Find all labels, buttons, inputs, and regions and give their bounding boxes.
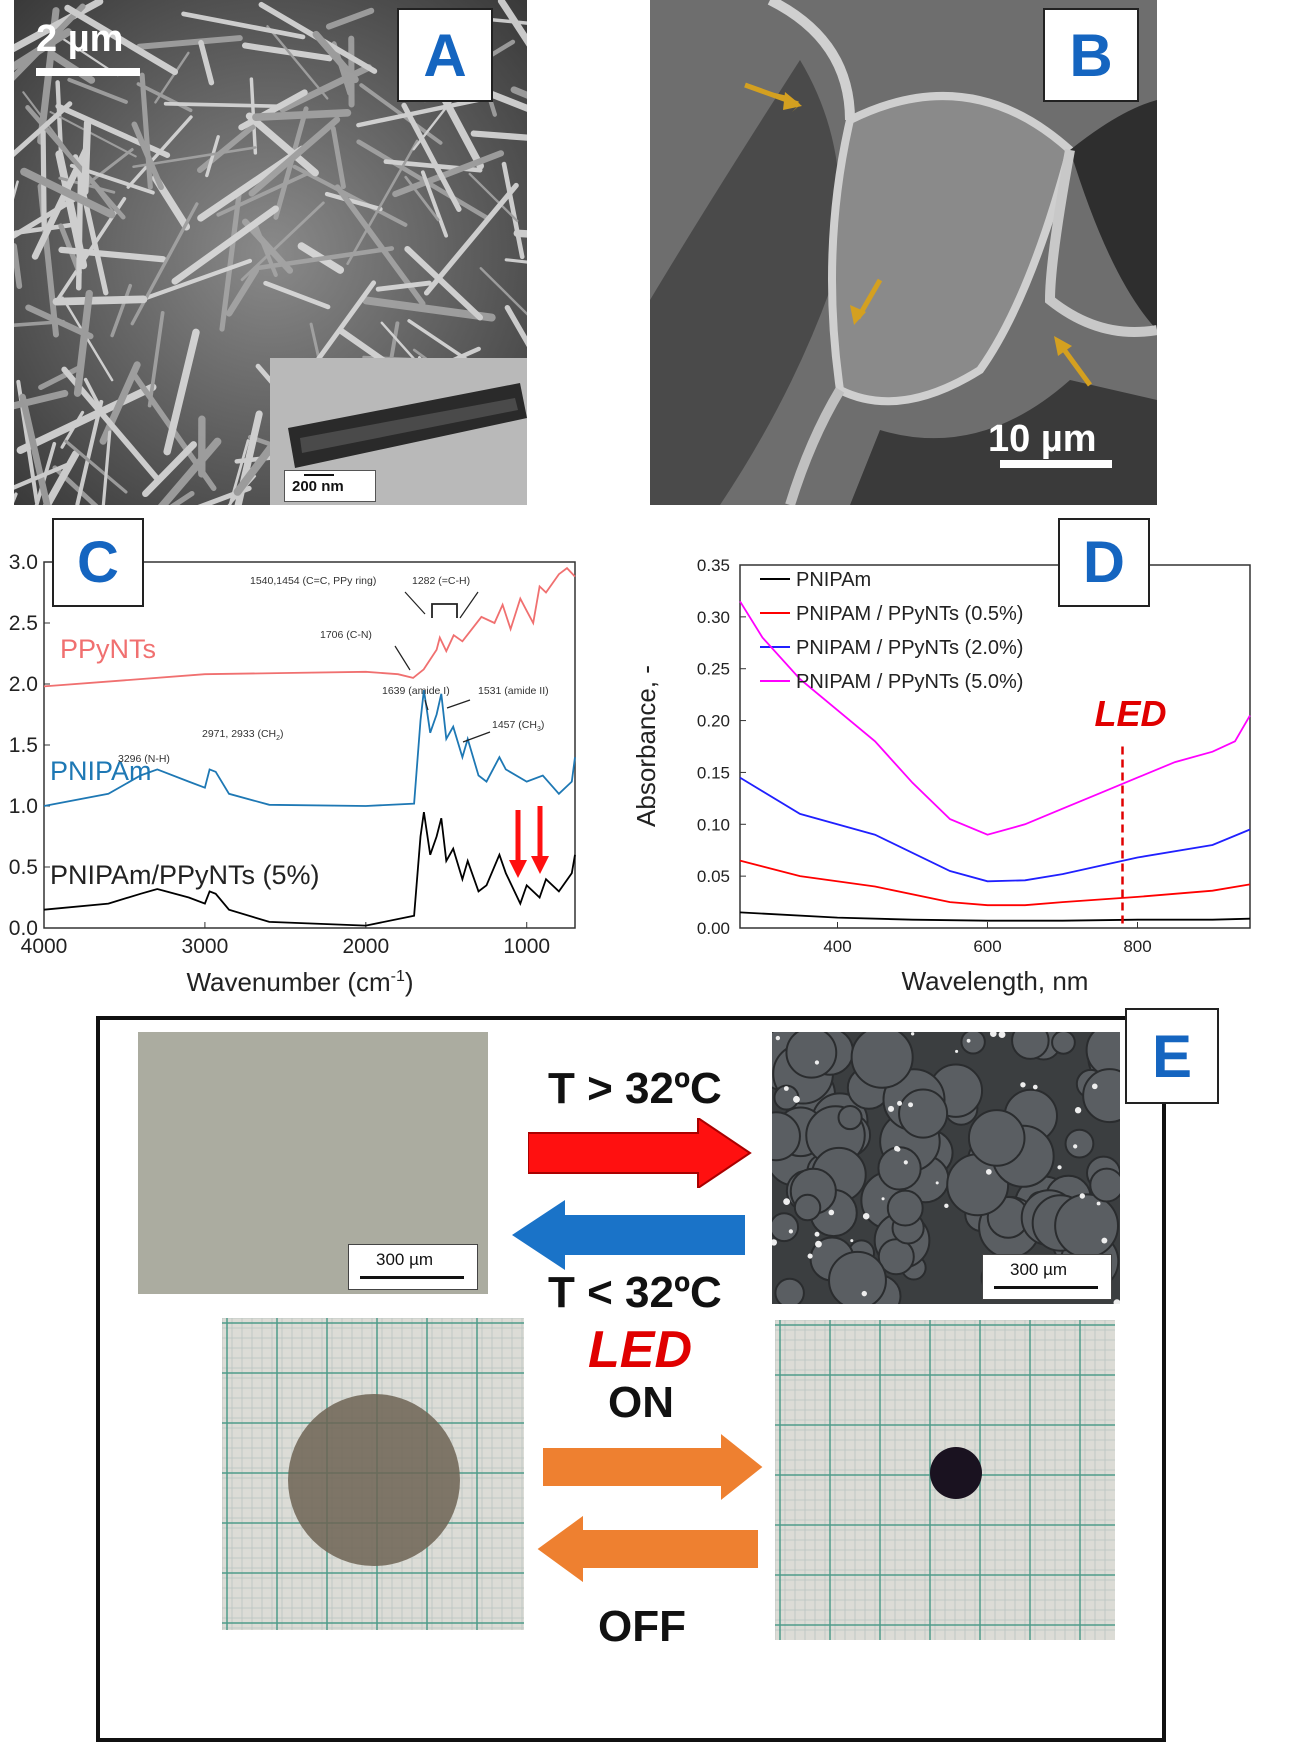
chart-d-ytick-label: 0.35 — [697, 556, 730, 575]
chart-c-xtick-label: 3000 — [182, 935, 229, 958]
scalebar-line — [36, 68, 140, 76]
chart-c-ytick-label: 2.5 — [9, 612, 38, 635]
microscope-image-below-lcst: 300 µm — [138, 1032, 488, 1294]
chart-c-annotation-arrow — [446, 699, 471, 709]
chart-d-ytick-label: 0.10 — [697, 815, 730, 834]
chart-d-led-label: LED — [1095, 693, 1167, 734]
chart-c-red-arrowhead — [531, 856, 549, 874]
chart-d-ylabel: Absorbance, - — [631, 665, 661, 827]
chart-c-xtick-label: 2000 — [342, 935, 389, 958]
arrow-right-orange — [542, 1432, 766, 1502]
panel-letter-c: C — [52, 518, 144, 607]
scalebar-label-right: 300 µm — [1010, 1260, 1068, 1279]
scalebar-label-b: 10 µm — [988, 418, 1097, 460]
chart-d-ytick-label: 0.20 — [697, 712, 730, 731]
chart-d-xtick-label: 800 — [1123, 937, 1151, 956]
scalebar-label-left: 300 µm — [376, 1250, 434, 1269]
chart-c-ytick-label: 1.5 — [9, 734, 38, 757]
chart-d-legend-label: PNIPAM / PPyNTs (5.0%) — [796, 671, 1023, 693]
chart-d-xlabel: Wavelength, nm — [902, 966, 1089, 996]
chart-d-ytick-label: 0.05 — [697, 867, 730, 886]
panel-e-frame — [96, 1016, 1166, 1742]
chart-d-series-line — [739, 600, 1251, 836]
chart-c-ytick-label: 3.0 — [9, 551, 38, 574]
chart-c-bracket — [431, 603, 458, 618]
chart-c-series-line — [43, 689, 576, 807]
chart-d-xtick-label: 400 — [823, 937, 851, 956]
chart-d-ytick-label: 0.25 — [697, 660, 730, 679]
panel-letter-b: B — [1043, 8, 1139, 102]
chart-c-annotation-arrow — [394, 645, 411, 671]
sem-foam-image — [650, 0, 1157, 505]
chart-d-ytick-label: 0.30 — [697, 608, 730, 627]
chart-d-frame — [739, 564, 1251, 929]
inset-scalebar-label: 200 nm — [292, 478, 344, 495]
chart-c-series-label: PNIPAm — [50, 756, 152, 786]
chart-c-ytick-label: 2.0 — [9, 673, 38, 696]
microscope-image-above-lcst: 300 µm — [772, 1032, 1120, 1304]
chart-c-ytick-label: 0.0 — [9, 917, 38, 940]
chart-c-annotation-arrow — [424, 699, 429, 711]
chart-c-xtick-label: 4000 — [21, 935, 68, 958]
chart-c-xtick-label: 1000 — [503, 935, 550, 958]
chart-d-series-line — [739, 911, 1251, 922]
chart-c-annotation: 1706 (C-N) — [320, 629, 372, 641]
chart-c-annotation: 1282 (=C-H) — [412, 575, 470, 587]
led-label: LED — [588, 1321, 692, 1379]
chart-c-annotation: 1639 (amide I) — [382, 685, 450, 697]
arrow-right-red — [528, 1118, 752, 1188]
chart-d-xtick-label: 600 — [973, 937, 1001, 956]
chart-c-series-label: PPyNTs — [60, 634, 156, 664]
arrow-left-blue — [512, 1200, 745, 1270]
chart-c-annotation-arrow — [404, 591, 426, 615]
panel-c-ftir-chart: 0.0 0.5 1.0 1.5 2.0 2.5 3.0 4000 3000 2000 1000 Wav… — [9, 551, 576, 997]
chart-c-xlabel: Wavenumber (cm-1) — [186, 967, 413, 997]
chart-d-series-line — [739, 859, 1251, 907]
arrow-left-orange — [534, 1514, 759, 1584]
panel-letter-e: E — [1125, 1008, 1219, 1104]
panel-letter-a: A — [397, 8, 493, 102]
led-on-label: ON — [608, 1378, 674, 1427]
chart-d-legend-label: PNIPAm — [796, 569, 871, 591]
chart-c-series-line — [43, 811, 576, 927]
chart-c-ytick-label: 0.5 — [9, 856, 38, 879]
tem-inset: 200 nm — [270, 358, 527, 505]
scalebar-label: 2 µm — [36, 18, 124, 60]
chart-d-ytick-label: 0.15 — [697, 763, 730, 782]
chart-d-ytick-label: 0.00 — [697, 919, 730, 938]
panel-d-absorbance-chart: 0.00 0.05 0.10 0.15 0.20 0.25 0.30 0.35 400 600 80… — [631, 556, 1251, 996]
chart-c-annotation: 3296 (N-H) — [118, 753, 170, 765]
chart-c-annotation: 2971, 2933 (CH2) — [202, 728, 284, 742]
chart-c-ytick-label: 1.0 — [9, 795, 38, 818]
temperature-above-label: T > 32ºC — [548, 1064, 722, 1113]
panel-letter-d: D — [1058, 518, 1150, 607]
led-off-label: OFF — [598, 1602, 686, 1651]
chart-c-annotation-arrow — [459, 591, 479, 619]
chart-c-series-label: PNIPAm/PPyNTs (5%) — [50, 860, 320, 890]
chart-c-series-line — [43, 566, 576, 688]
chart-d-legend-label: PNIPAM / PPyNTs (2.0%) — [796, 637, 1023, 659]
chart-d-series-line — [739, 776, 1251, 883]
scalebar-line-b — [1000, 460, 1112, 468]
photo-shrunk-hydrogel — [775, 1320, 1115, 1640]
chart-c-red-arrowhead — [509, 860, 527, 878]
chart-c-annotation: 1540,1454 (C=C, PPy ring) — [250, 575, 376, 587]
photo-swollen-hydrogel — [222, 1318, 524, 1630]
chart-c-annotation: 1457 (CH3) — [492, 719, 544, 733]
chart-c-annotation: 1531 (amide II) — [478, 685, 549, 697]
chart-c-annotation-arrow — [462, 731, 491, 743]
panel-b-sem-image: 10 µm — [650, 0, 1157, 505]
chart-d-legend-label: PNIPAM / PPyNTs (0.5%) — [796, 603, 1023, 625]
temperature-below-label: T < 32ºC — [548, 1268, 722, 1317]
